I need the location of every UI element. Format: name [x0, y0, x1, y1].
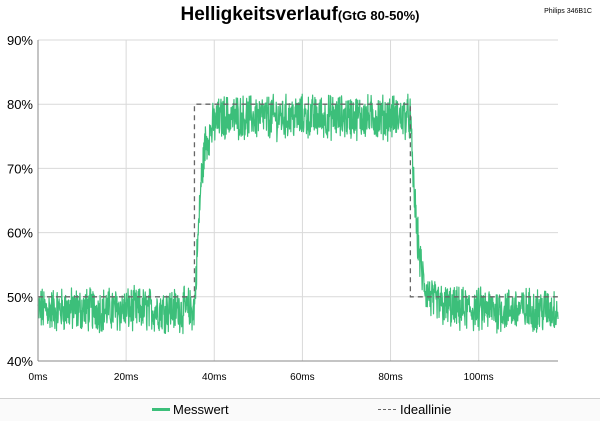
y-tick-label: 70%: [7, 161, 33, 176]
series-messwert-line: [37, 93, 559, 335]
monitor-model-label: Philips 346B1C: [544, 8, 592, 15]
y-tick-label: 80%: [7, 97, 33, 112]
x-tick-label: 40ms: [202, 372, 226, 383]
legend-swatch-ideallinie: [378, 409, 396, 410]
legend-label-messwert: Messwert: [173, 402, 229, 417]
y-tick-label: 60%: [7, 226, 33, 241]
legend: Messwert Ideallinie: [0, 398, 600, 421]
axes: [37, 40, 558, 362]
x-tick-label: 100ms: [464, 372, 494, 383]
tick-labels: 40% 50% 60% 70% 80% 90% 0ms 20ms 40ms 60ms 80ms 100…: [7, 33, 494, 383]
x-tick-label: 20ms: [114, 372, 138, 383]
x-tick-label: 60ms: [290, 372, 314, 383]
x-tick-label: 0ms: [29, 372, 48, 383]
y-tick-label: 90%: [7, 33, 33, 48]
y-tick-label: 50%: [7, 290, 33, 305]
chart-svg: 40% 50% 60% 70% 80% 90% 0ms 20ms 40ms 60ms 80ms 100…: [7, 33, 559, 383]
legend-item-ideallinie: Ideallinie: [378, 402, 451, 417]
chart-title-block: Helligkeitsverlauf(GtG 80-50%): [0, 4, 600, 26]
legend-item-messwert: Messwert: [152, 402, 229, 417]
y-tick-label: 40%: [7, 354, 33, 369]
series-ideallinie-line: [38, 103, 558, 298]
legend-label-ideallinie: Ideallinie: [400, 402, 452, 417]
x-tick-label: 80ms: [378, 372, 402, 383]
chart-subtitle: (GtG 80-50%): [337, 8, 420, 23]
legend-swatch-messwert: [152, 408, 170, 411]
series-group: [37, 93, 559, 335]
chart-title: Helligkeitsverlauf: [180, 4, 338, 25]
